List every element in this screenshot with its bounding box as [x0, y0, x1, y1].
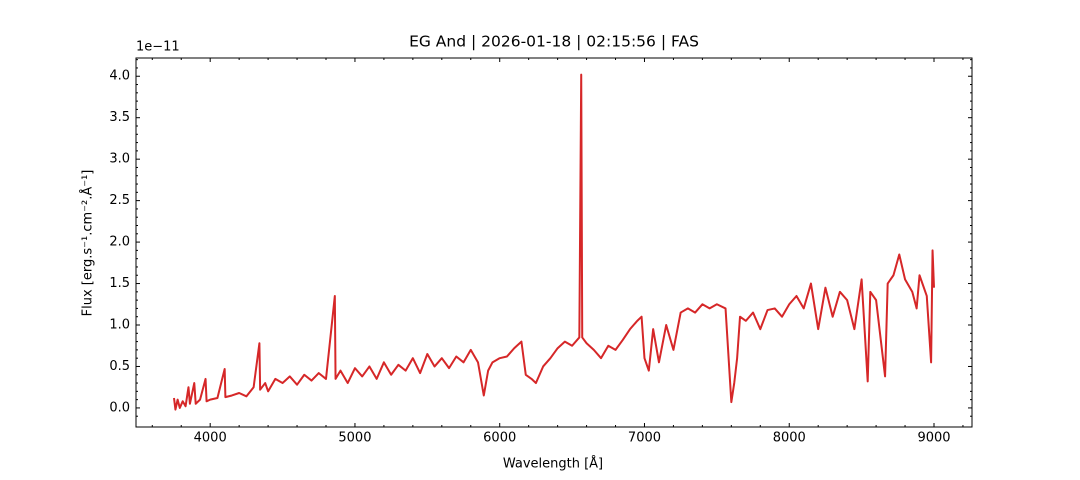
- x-tick-label: 7000: [628, 431, 661, 446]
- y-axis-label: Flux [erg.s⁻¹.cm⁻².Å⁻¹]: [80, 170, 96, 317]
- y-tick-label: 2.5: [109, 193, 130, 208]
- y-tick-label: 1.5: [109, 276, 130, 291]
- x-axis-label: Wavelength [Å]: [503, 456, 603, 472]
- x-tick-label: 8000: [773, 431, 806, 446]
- y-tick-label: 2.0: [109, 235, 130, 250]
- y-tick-label: 1.0: [109, 318, 130, 333]
- y-tick-label: 0.0: [109, 400, 130, 415]
- spectrum-line: [173, 73, 935, 411]
- y-tick-label: 3.0: [109, 152, 130, 167]
- y-tick-label: 3.5: [109, 110, 130, 125]
- chart-title: EG And | 2026-01-18 | 02:15:56 | FAS: [409, 33, 699, 51]
- x-tick-label: 5000: [338, 431, 371, 446]
- x-tick-label: 9000: [917, 431, 950, 446]
- y-tick-label: 4.0: [109, 69, 130, 84]
- y-offset-label: 1e−11: [136, 40, 180, 55]
- x-tick-label: 4000: [194, 431, 227, 446]
- y-tick-label: 0.5: [109, 359, 130, 374]
- x-tick-label: 6000: [483, 431, 516, 446]
